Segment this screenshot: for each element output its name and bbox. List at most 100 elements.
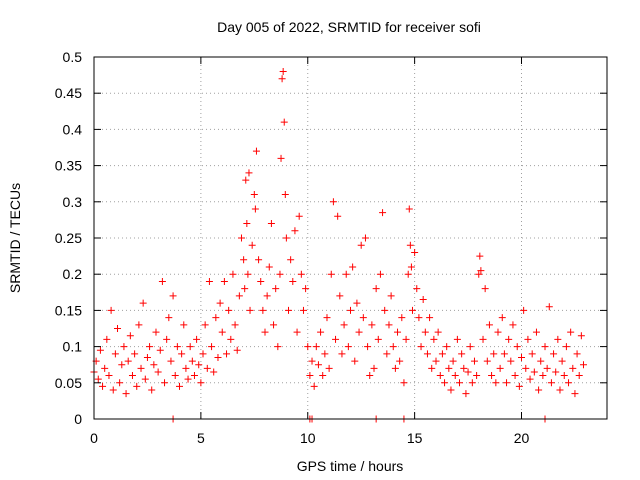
data-point xyxy=(485,321,493,329)
data-point xyxy=(327,270,335,278)
data-point xyxy=(289,277,297,285)
data-point xyxy=(532,328,540,336)
data-point xyxy=(449,357,457,365)
data-point xyxy=(468,379,476,387)
data-point xyxy=(353,299,361,307)
data-point xyxy=(359,314,367,322)
data-point xyxy=(139,299,147,307)
data-point xyxy=(270,321,278,329)
data-point xyxy=(210,368,218,376)
data-point xyxy=(340,321,348,329)
data-point xyxy=(308,357,316,365)
data-point xyxy=(505,335,513,343)
data-point xyxy=(184,375,192,383)
data-point xyxy=(278,75,286,83)
data-point xyxy=(122,390,130,398)
data-point xyxy=(203,364,211,372)
data-point xyxy=(558,357,566,365)
data-point xyxy=(537,357,545,365)
data-point xyxy=(434,328,442,336)
data-point xyxy=(406,241,414,249)
data-point xyxy=(366,372,374,380)
data-point xyxy=(297,270,305,278)
data-point xyxy=(161,379,169,387)
data-point xyxy=(368,321,376,329)
data-point xyxy=(223,350,231,358)
data-point xyxy=(500,350,508,358)
data-point xyxy=(291,227,299,235)
data-point xyxy=(163,335,171,343)
data-point xyxy=(394,328,402,336)
data-point xyxy=(246,306,254,314)
data-point xyxy=(118,361,126,369)
data-point xyxy=(462,390,470,398)
data-point xyxy=(229,270,237,278)
data-point xyxy=(451,372,459,380)
data-point xyxy=(141,375,149,383)
data-point xyxy=(336,292,344,300)
data-point xyxy=(436,372,444,380)
data-point xyxy=(385,321,393,329)
data-point xyxy=(244,270,252,278)
data-point xyxy=(107,306,115,314)
y-tick-label: 0.45 xyxy=(55,85,82,101)
data-point xyxy=(154,368,162,376)
data-point xyxy=(477,267,485,275)
data-point xyxy=(128,372,136,380)
data-point xyxy=(143,353,151,361)
data-point xyxy=(498,314,506,322)
data-point xyxy=(513,343,521,351)
data-point xyxy=(344,343,352,351)
data-point xyxy=(453,335,461,343)
data-point xyxy=(205,277,213,285)
data-point xyxy=(511,372,519,380)
data-point xyxy=(282,234,290,242)
data-point xyxy=(214,353,222,361)
data-point xyxy=(274,343,282,351)
data-point xyxy=(225,306,233,314)
data-point xyxy=(383,350,391,358)
data-point xyxy=(522,364,530,372)
data-point xyxy=(190,372,198,380)
data-point xyxy=(554,335,562,343)
data-point xyxy=(267,220,275,228)
data-point xyxy=(259,306,267,314)
data-point xyxy=(169,292,177,300)
data-point xyxy=(389,343,397,351)
data-point xyxy=(342,270,350,278)
data-point xyxy=(241,285,249,293)
data-point xyxy=(195,361,203,369)
data-point xyxy=(103,335,111,343)
data-point xyxy=(573,350,581,358)
data-point xyxy=(426,314,434,322)
data-point xyxy=(158,277,166,285)
data-point xyxy=(156,346,164,354)
data-point xyxy=(304,343,312,351)
y-tick-label: 0 xyxy=(74,411,82,427)
data-point xyxy=(319,372,327,380)
data-points xyxy=(90,67,587,423)
data-point xyxy=(470,357,478,365)
data-point xyxy=(120,343,128,351)
data-point xyxy=(135,321,143,329)
data-point xyxy=(116,379,124,387)
data-point xyxy=(417,343,425,351)
data-point xyxy=(334,212,342,220)
data-point xyxy=(171,372,179,380)
data-point xyxy=(131,350,139,358)
data-point xyxy=(193,335,201,343)
data-point xyxy=(277,154,285,162)
data-point xyxy=(314,361,322,369)
data-point xyxy=(176,382,183,390)
data-point xyxy=(520,306,528,314)
data-point xyxy=(379,209,387,217)
data-point xyxy=(349,263,357,271)
data-point xyxy=(494,328,502,336)
data-point xyxy=(509,321,517,329)
data-point xyxy=(569,364,577,372)
data-point xyxy=(447,386,455,394)
data-point xyxy=(396,357,404,365)
data-point xyxy=(325,364,333,372)
data-point xyxy=(295,212,303,220)
data-point xyxy=(251,205,259,213)
